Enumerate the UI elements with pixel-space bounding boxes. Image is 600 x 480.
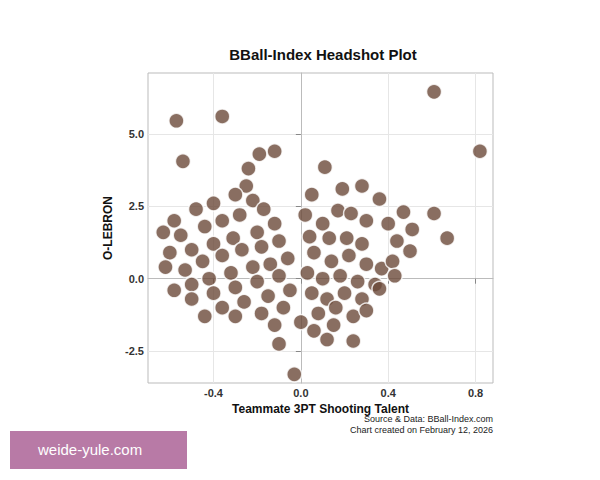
svg-text:0.8: 0.8	[468, 387, 483, 399]
svg-text:O-LEBRON: O-LEBRON	[101, 196, 115, 260]
svg-text:-2.5: -2.5	[125, 345, 144, 357]
svg-text:0.4: 0.4	[381, 387, 397, 399]
svg-text:0.0: 0.0	[129, 273, 144, 285]
svg-text:Chart created on February 12,: Chart created on February 12, 2026	[350, 425, 493, 435]
svg-text:BBall-Index Headshot Plot: BBall-Index Headshot Plot	[229, 46, 417, 63]
svg-text:2.5: 2.5	[129, 200, 144, 212]
svg-text:5.0: 5.0	[129, 128, 144, 140]
svg-text:Teammate 3PT Shooting Talent: Teammate 3PT Shooting Talent	[232, 402, 409, 416]
svg-text:Source & Data: BBall-Index.com: Source & Data: BBall-Index.com	[363, 413, 493, 424]
svg-text:weide-yule.com: weide-yule.com	[37, 441, 142, 458]
svg-text:-0.4: -0.4	[204, 387, 224, 399]
svg-text:0.0: 0.0	[293, 387, 308, 399]
